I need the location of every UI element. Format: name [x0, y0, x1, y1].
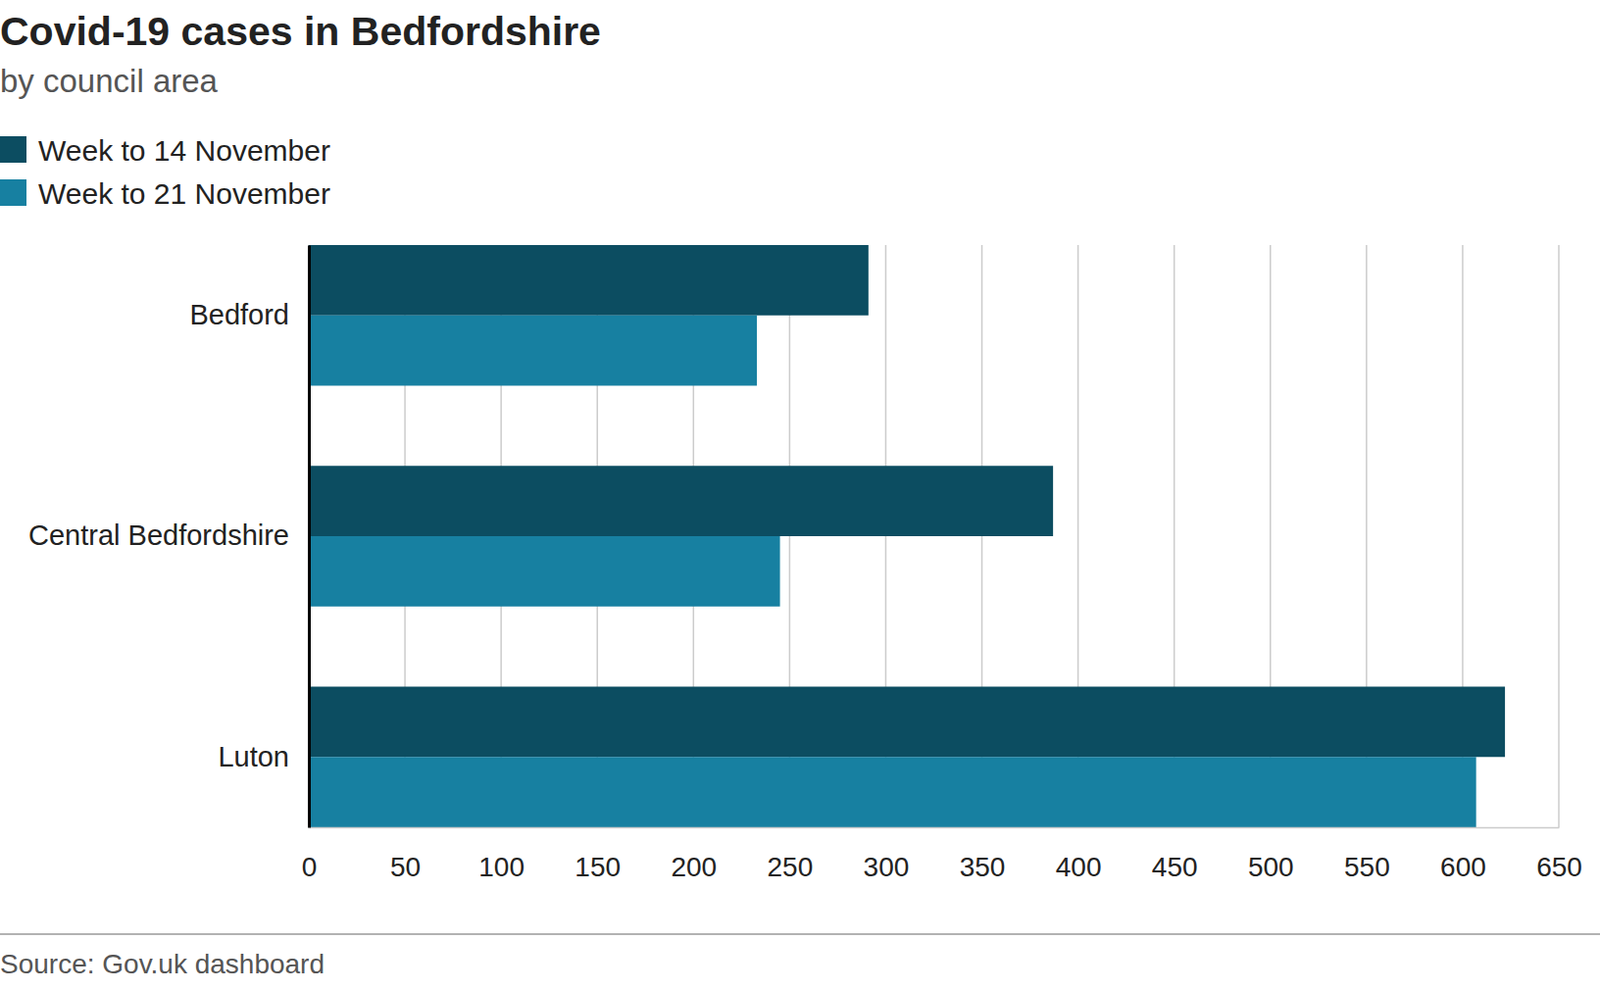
x-tick-label: 450 [1151, 851, 1199, 883]
x-tick: 650 [1536, 827, 1583, 883]
footer-rule [0, 933, 1600, 936]
x-tick-label: 300 [863, 851, 910, 883]
bars [308, 245, 1505, 828]
y-tick: Bedford [189, 299, 309, 331]
y-tick: Luton [217, 741, 309, 773]
bar [308, 536, 781, 607]
x-tick: 350 [959, 827, 1006, 883]
x-tick: 150 [574, 827, 621, 883]
x-tick-label: 350 [959, 851, 1006, 883]
legend-label: Week to 14 November [38, 134, 331, 167]
y-tick-label: Luton [217, 741, 290, 773]
y-axis-line [307, 246, 311, 829]
x-tick: 550 [1344, 827, 1391, 883]
chart: Covid-19 cases in Bedfordshire by council… [0, 0, 1600, 990]
x-tick-label: 650 [1536, 851, 1583, 883]
grid [308, 245, 1559, 828]
x-tick-label: 100 [478, 851, 525, 883]
x-tick-label: 550 [1344, 851, 1391, 883]
x-tick-label: 200 [670, 851, 717, 883]
bar [308, 315, 757, 387]
y-tick-label: Bedford [189, 299, 290, 331]
y-axis: Bedford Central Bedfordshire Luton [28, 246, 309, 829]
x-tick: 0 [301, 827, 318, 883]
bar [308, 687, 1505, 758]
x-tick-label: 50 [390, 851, 421, 883]
x-tick: 50 [390, 827, 421, 883]
legend-swatch [0, 179, 27, 206]
source: Source: Gov.uk dashboard [0, 949, 325, 980]
grid-line [307, 245, 310, 828]
y-tick: Central Bedfordshire [28, 519, 309, 551]
x-axis: 0 50 100 150 200 250 300 350 400 450 500 550 600 650 [301, 827, 1583, 883]
legend-label: Week to 21 November [38, 177, 331, 210]
subtitle: by council area [0, 62, 219, 100]
x-tick-label: 0 [301, 851, 318, 883]
bar [308, 465, 1053, 537]
x-tick-label: 600 [1440, 851, 1487, 883]
bar [308, 245, 869, 316]
x-tick-label: 150 [574, 851, 621, 883]
x-tick: 450 [1151, 827, 1199, 883]
bar [308, 756, 1477, 828]
x-tick: 400 [1055, 827, 1102, 883]
x-tick-label: 250 [767, 851, 814, 883]
legend-swatch [0, 136, 27, 163]
x-tick: 100 [478, 827, 525, 883]
x-tick: 600 [1440, 827, 1487, 883]
x-tick-label: 400 [1055, 851, 1102, 883]
grid-line [1557, 245, 1560, 828]
x-tick: 250 [767, 827, 814, 883]
legend: Week to 14 November Week to 21 November [0, 134, 331, 210]
x-axis-line [309, 827, 1560, 830]
x-tick: 300 [863, 827, 910, 883]
x-tick-label: 500 [1248, 851, 1295, 883]
y-tick-label: Central Bedfordshire [28, 519, 290, 551]
title: Covid-19 cases in Bedfordshire [0, 8, 601, 54]
x-tick: 200 [670, 827, 717, 883]
x-tick: 500 [1248, 827, 1295, 883]
